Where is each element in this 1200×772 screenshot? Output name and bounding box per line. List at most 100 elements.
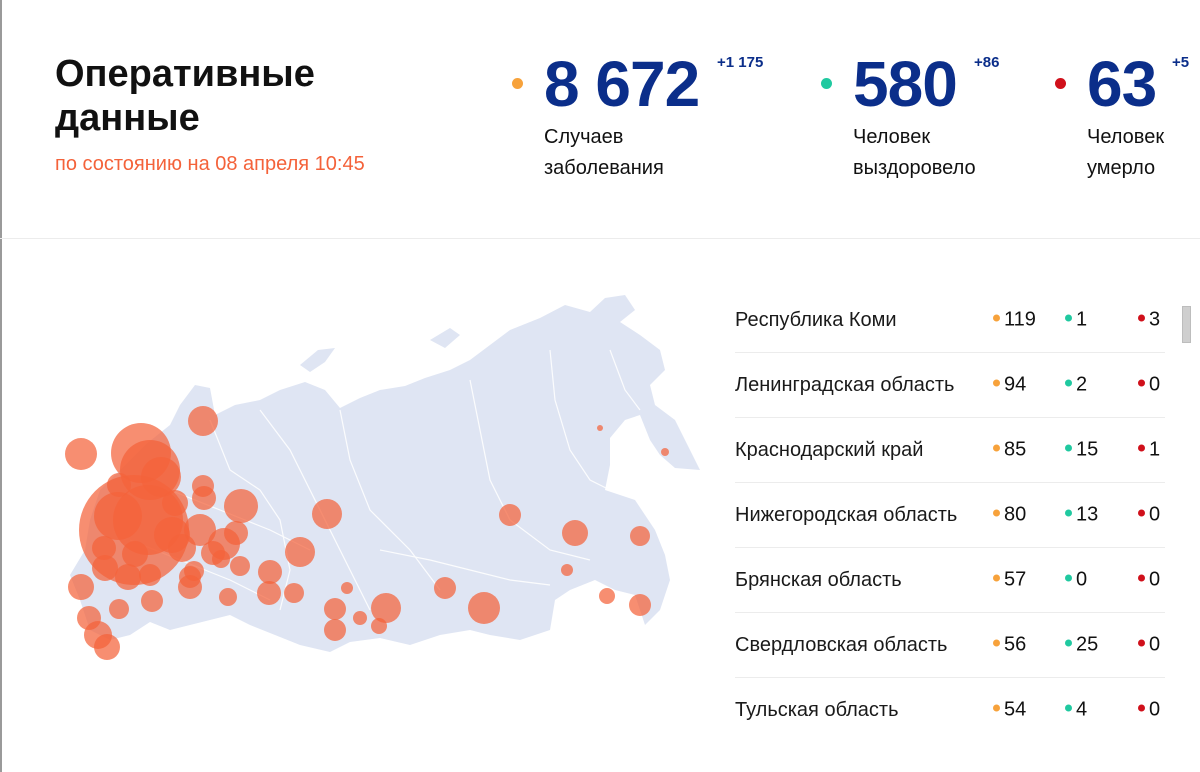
region-row[interactable]: Ленинградская область 94 2 0 bbox=[735, 353, 1165, 418]
region-name: Нижегородская область bbox=[735, 504, 958, 526]
cases-dot-icon bbox=[512, 78, 523, 89]
region-row[interactable]: Республика Коми 119 1 3 bbox=[735, 288, 1165, 353]
case-bubble[interactable] bbox=[630, 526, 650, 546]
case-bubble[interactable] bbox=[629, 594, 651, 616]
deaths-label-line2: умерло bbox=[1087, 157, 1156, 179]
case-bubble[interactable] bbox=[139, 564, 161, 586]
region-row[interactable]: Краснодарский край 85 15 1 bbox=[735, 418, 1165, 483]
last-updated-timestamp: по состоянию на 08 апреля 10:45 bbox=[55, 153, 365, 175]
cases-dot-icon bbox=[993, 379, 1000, 387]
region-row[interactable]: Брянская область 57 0 0 bbox=[735, 548, 1165, 613]
case-bubble[interactable] bbox=[188, 406, 218, 436]
case-bubble[interactable] bbox=[562, 520, 588, 546]
deaths-label: Человек умерло bbox=[1087, 122, 1164, 184]
case-bubble[interactable] bbox=[224, 489, 258, 523]
severnaya-zemlya bbox=[430, 328, 460, 348]
case-bubble[interactable] bbox=[499, 504, 521, 526]
region-cases: 119 bbox=[993, 309, 1036, 332]
cases-dot-icon bbox=[993, 574, 1000, 582]
cases-value: 8 672 bbox=[544, 48, 700, 120]
cases-dot-icon bbox=[993, 704, 1000, 712]
case-bubble[interactable] bbox=[94, 634, 120, 660]
region-name: Брянская область bbox=[735, 569, 902, 591]
region-cases: 54 bbox=[993, 699, 1026, 722]
region-name: Тульская область bbox=[735, 699, 899, 721]
region-recovered: 4 bbox=[1065, 699, 1087, 722]
case-bubble[interactable] bbox=[353, 611, 367, 625]
case-bubble[interactable] bbox=[122, 541, 148, 567]
novaya-zemlya bbox=[300, 348, 335, 372]
region-deaths: 1 bbox=[1138, 439, 1160, 462]
case-bubble[interactable] bbox=[201, 541, 225, 565]
case-bubble[interactable] bbox=[65, 438, 97, 470]
case-bubble[interactable] bbox=[341, 582, 353, 594]
recovered-value: 580 bbox=[853, 48, 958, 120]
case-bubble[interactable] bbox=[661, 448, 669, 456]
region-name: Краснодарский край bbox=[735, 439, 924, 461]
deaths-value: 63 bbox=[1087, 48, 1157, 120]
cases-dot-icon bbox=[993, 639, 1000, 647]
recovered-dot-icon bbox=[1065, 509, 1072, 517]
region-cases: 57 bbox=[993, 569, 1026, 592]
case-bubble[interactable] bbox=[109, 599, 129, 619]
case-bubble[interactable] bbox=[258, 560, 282, 584]
regions-list[interactable]: Республика Коми 119 1 3 Ленинградская об… bbox=[735, 288, 1165, 742]
cases-dot-icon bbox=[993, 314, 1000, 322]
region-row[interactable]: Свердловская область 56 25 0 bbox=[735, 613, 1165, 678]
recovered-label: Человек выздоровело bbox=[853, 122, 976, 184]
case-bubble[interactable] bbox=[324, 598, 346, 620]
region-recovered: 2 bbox=[1065, 374, 1087, 397]
case-bubble[interactable] bbox=[324, 619, 346, 641]
case-bubble[interactable] bbox=[371, 593, 401, 623]
case-bubble[interactable] bbox=[599, 588, 615, 604]
region-recovered: 1 bbox=[1065, 309, 1087, 332]
header-section: Оперативные данные по состоянию на 08 ап… bbox=[0, 0, 1200, 239]
case-bubble[interactable] bbox=[141, 590, 163, 612]
region-cases: 56 bbox=[993, 634, 1026, 657]
case-bubble[interactable] bbox=[179, 566, 201, 588]
case-bubble[interactable] bbox=[219, 588, 237, 606]
recovered-dot-icon bbox=[1065, 574, 1072, 582]
case-bubble[interactable] bbox=[257, 581, 281, 605]
region-recovered: 15 bbox=[1065, 439, 1098, 462]
cases-label-line1: Случаев bbox=[544, 126, 624, 148]
recovered-dot-icon bbox=[1065, 379, 1072, 387]
region-row[interactable]: Нижегородская область 80 13 0 bbox=[735, 483, 1165, 548]
case-bubble[interactable] bbox=[224, 521, 248, 545]
cases-label: Случаев заболевания bbox=[544, 122, 664, 184]
region-recovered: 13 bbox=[1065, 504, 1098, 527]
region-cases: 85 bbox=[993, 439, 1026, 462]
case-bubble[interactable] bbox=[561, 564, 573, 576]
case-bubble[interactable] bbox=[434, 577, 456, 599]
cases-dot-icon bbox=[993, 509, 1000, 517]
case-bubble[interactable] bbox=[371, 618, 387, 634]
case-bubble[interactable] bbox=[312, 499, 342, 529]
region-row[interactable]: Тульская область 54 4 0 bbox=[735, 678, 1165, 742]
case-bubble[interactable] bbox=[468, 592, 500, 624]
russia-cases-map[interactable] bbox=[50, 290, 710, 670]
region-deaths: 0 bbox=[1138, 504, 1160, 527]
case-bubble[interactable] bbox=[230, 556, 250, 576]
regions-list-scrollbar[interactable] bbox=[1182, 306, 1191, 343]
recovered-label-line2: выздоровело bbox=[853, 157, 976, 179]
case-bubble[interactable] bbox=[184, 514, 216, 546]
region-cases: 94 bbox=[993, 374, 1026, 397]
recovered-label-line1: Человек bbox=[853, 126, 931, 148]
window-left-edge bbox=[0, 0, 2, 772]
deaths-dot-icon bbox=[1138, 574, 1145, 582]
case-bubble[interactable] bbox=[285, 537, 315, 567]
case-bubble[interactable] bbox=[92, 536, 116, 560]
case-bubble[interactable] bbox=[107, 473, 131, 497]
case-bubble[interactable] bbox=[284, 583, 304, 603]
cases-delta: +1 175 bbox=[717, 54, 764, 71]
deaths-dot-icon bbox=[1055, 78, 1066, 89]
case-bubble[interactable] bbox=[597, 425, 603, 431]
deaths-dot-icon bbox=[1138, 379, 1145, 387]
map-svg bbox=[65, 295, 700, 660]
region-deaths: 0 bbox=[1138, 699, 1160, 722]
case-bubble[interactable] bbox=[68, 574, 94, 600]
case-bubble[interactable] bbox=[115, 564, 141, 590]
page-title: Оперативные данные bbox=[55, 53, 315, 139]
deaths-dot-icon bbox=[1138, 444, 1145, 452]
case-bubble[interactable] bbox=[192, 486, 216, 510]
